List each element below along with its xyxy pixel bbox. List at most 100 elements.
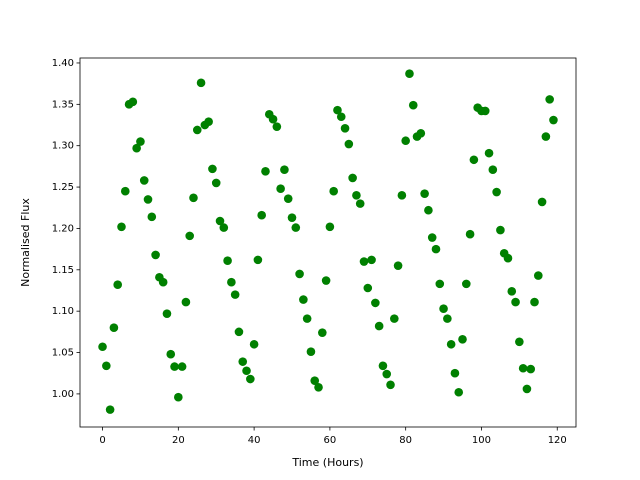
y-tick-label: 1.10 [52, 306, 74, 317]
data-point [158, 277, 168, 287]
data-point [215, 216, 225, 226]
data-point [143, 195, 153, 204]
data-point [458, 335, 467, 344]
data-point [136, 137, 145, 146]
axes-frame [79, 57, 577, 428]
data-point [386, 380, 395, 390]
data-point [223, 256, 232, 266]
data-point [390, 314, 399, 323]
data-point [393, 261, 403, 270]
data-point [427, 233, 437, 242]
data-point [177, 362, 187, 371]
y-tick-label: 1.15 [52, 265, 74, 276]
data-point [450, 368, 460, 378]
data-point [340, 124, 350, 133]
data-point [359, 257, 369, 266]
data-point [227, 277, 236, 287]
plot-area [98, 69, 558, 414]
data-point [306, 347, 316, 357]
data-point [204, 117, 213, 127]
data-point [230, 290, 240, 299]
data-point [268, 114, 278, 124]
data-point [211, 178, 221, 188]
x-tick-label: 60 [324, 435, 337, 446]
data-point [185, 231, 194, 241]
x-axis-label: Time (Hours) [291, 456, 363, 469]
data-point [401, 136, 410, 146]
data-point [192, 125, 202, 135]
data-point [120, 186, 130, 196]
data-point [139, 176, 149, 185]
data-point [367, 255, 376, 265]
data-point [469, 155, 479, 165]
data-point [102, 361, 111, 371]
data-point [276, 184, 285, 194]
data-point [128, 97, 138, 107]
data-point [348, 173, 357, 183]
data-point [352, 191, 361, 200]
data-point [257, 210, 266, 220]
data-point [435, 279, 445, 289]
data-point [537, 197, 547, 207]
data-point [496, 225, 505, 235]
data-point [147, 212, 157, 222]
data-point [325, 222, 335, 232]
data-point [162, 309, 172, 318]
y-tick-label: 1.25 [52, 182, 74, 193]
data-point [174, 392, 183, 402]
data-point [242, 366, 251, 376]
y-tick-label: 1.35 [52, 99, 74, 110]
data-point [253, 255, 263, 265]
data-point [541, 132, 551, 141]
data-point [382, 369, 392, 379]
data-point [424, 205, 433, 215]
y-tick-label: 1.30 [52, 141, 74, 152]
data-point [238, 357, 248, 366]
data-point [249, 339, 259, 349]
data-point [283, 194, 293, 203]
data-point [189, 193, 198, 203]
y-tick-label: 1.20 [52, 223, 74, 234]
data-point [405, 69, 414, 79]
data-point [272, 122, 282, 131]
data-point [151, 250, 160, 260]
y-tick-label: 1.05 [52, 348, 74, 359]
data-point [287, 213, 297, 222]
data-point [170, 362, 179, 371]
data-point [113, 280, 123, 289]
x-tick-label: 100 [472, 435, 491, 446]
data-point [246, 374, 255, 384]
data-point [295, 269, 304, 279]
data-point [181, 297, 191, 307]
data-point [465, 229, 475, 239]
x-tick-label: 0 [99, 435, 105, 446]
data-point [208, 164, 217, 174]
data-point [507, 287, 517, 296]
data-point [408, 100, 418, 110]
data-point [431, 244, 441, 254]
data-point [454, 387, 464, 397]
data-point [234, 327, 244, 337]
x-tick-label: 40 [248, 435, 261, 446]
data-point [492, 187, 501, 197]
data-point [321, 276, 331, 285]
data-point [378, 361, 388, 371]
data-point [302, 314, 312, 323]
data-point [545, 95, 554, 104]
data-point [462, 279, 471, 289]
data-point [515, 337, 524, 347]
data-point [291, 223, 301, 232]
data-point [446, 339, 456, 349]
data-point [344, 139, 354, 149]
x-tick-label: 80 [399, 435, 412, 446]
data-point [503, 253, 513, 263]
data-point [484, 148, 494, 158]
data-point [132, 143, 141, 153]
data-point [105, 405, 115, 414]
data-point [397, 191, 407, 200]
data-point [355, 199, 365, 208]
y-axis-label: Normalised Flux [19, 198, 32, 287]
data-point [280, 165, 289, 174]
